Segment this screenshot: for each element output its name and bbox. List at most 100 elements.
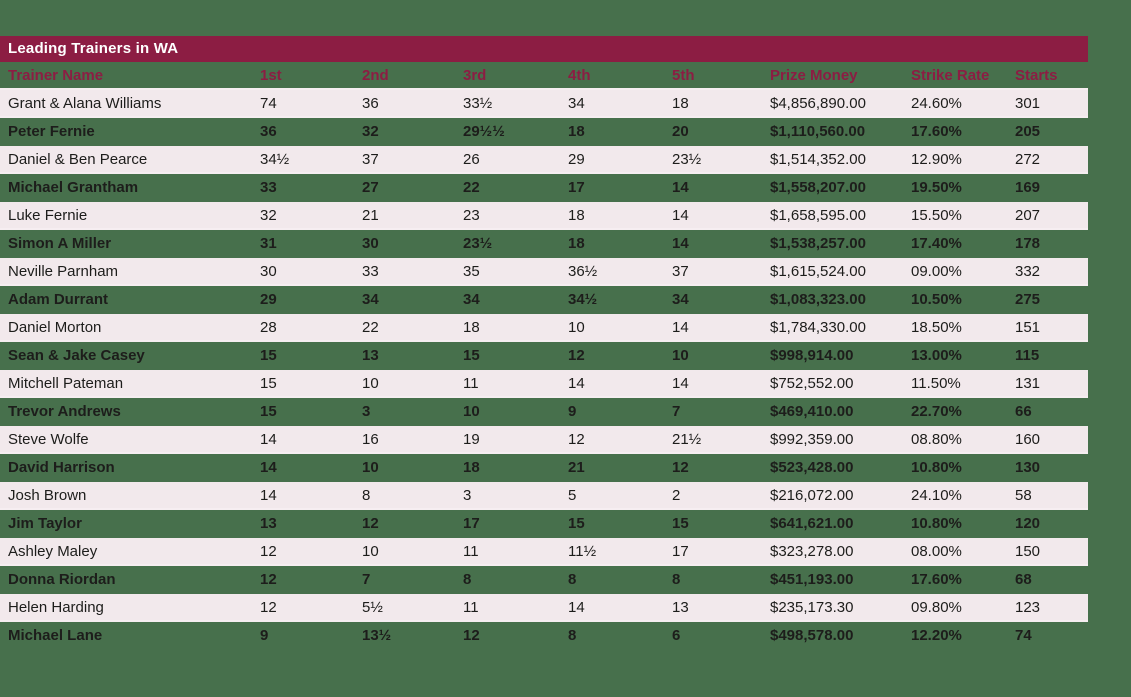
fourths-cell: 10 xyxy=(568,318,585,336)
seconds-cell: 21 xyxy=(362,206,379,224)
starts-cell: 207 xyxy=(1015,206,1041,224)
fourths-cell: 29 xyxy=(568,150,585,168)
firsts-cell: 74 xyxy=(260,94,277,112)
fourths-cell: 17 xyxy=(568,178,585,196)
fourths-cell: 21 xyxy=(568,458,585,476)
starts-cell: 151 xyxy=(1015,318,1041,336)
seconds-cell: 10 xyxy=(362,374,379,392)
fifths-cell: 14 xyxy=(672,178,689,196)
strike-rate-cell: 24.10% xyxy=(911,486,962,504)
thirds-cell: 23 xyxy=(463,206,480,224)
firsts-cell: 34½ xyxy=(260,150,290,168)
thirds-cell: 18 xyxy=(463,318,480,336)
seconds-cell: 13 xyxy=(362,346,379,364)
firsts-cell: 12 xyxy=(260,598,277,616)
fourths-cell: 9 xyxy=(568,402,577,420)
table-row: Daniel Morton 28 22 18 10 14 $1,784,330.… xyxy=(0,314,1088,342)
seconds-cell: 5½ xyxy=(362,598,383,616)
table-row: Helen Harding 12 5½ 11 14 13 $235,173.30… xyxy=(0,594,1088,622)
strike-rate-cell: 22.70% xyxy=(911,402,962,420)
table-row: Steve Wolfe 14 16 19 12 21½ $992,359.00 … xyxy=(0,426,1088,454)
prize-money-cell: $216,072.00 xyxy=(770,486,854,504)
starts-cell: 178 xyxy=(1015,234,1041,252)
starts-cell: 272 xyxy=(1015,150,1041,168)
trainer-name-cell: Simon A Miller xyxy=(8,234,112,252)
trainer-name-cell: Adam Durrant xyxy=(8,290,109,308)
strike-rate-cell: 10.50% xyxy=(911,290,962,308)
thirds-cell: 11 xyxy=(463,374,479,392)
strike-rate-cell: 17.40% xyxy=(911,234,962,252)
table-row: Donna Riordan 12 7 8 8 8 $451,193.00 17.… xyxy=(0,566,1088,594)
starts-cell: 123 xyxy=(1015,598,1041,616)
column-header-prize-money: Prize Money xyxy=(770,66,858,84)
thirds-cell: 29½½ xyxy=(463,122,505,140)
strike-rate-cell: 10.80% xyxy=(911,514,962,532)
trainer-name-cell: Michael Grantham xyxy=(8,178,139,196)
seconds-cell: 34 xyxy=(362,290,379,308)
firsts-cell: 15 xyxy=(260,402,277,420)
trainer-name-cell: Jim Taylor xyxy=(8,514,82,532)
strike-rate-cell: 13.00% xyxy=(911,346,962,364)
table-row: Ashley Maley 12 10 11 11½ 17 $323,278.00… xyxy=(0,538,1088,566)
prize-money-cell: $992,359.00 xyxy=(770,430,854,448)
prize-money-cell: $641,621.00 xyxy=(770,514,854,532)
table-row: Adam Durrant 29 34 34 34½ 34 $1,083,323.… xyxy=(0,286,1088,314)
seconds-cell: 8 xyxy=(362,486,371,504)
table-header-row: Trainer Name 1st 2nd 3rd 4th 5th Prize M… xyxy=(0,62,1088,90)
fifths-cell: 23½ xyxy=(672,150,702,168)
thirds-cell: 35 xyxy=(463,262,480,280)
starts-cell: 115 xyxy=(1015,346,1040,364)
prize-money-cell: $752,552.00 xyxy=(770,374,854,392)
strike-rate-cell: 09.80% xyxy=(911,598,962,616)
starts-cell: 74 xyxy=(1015,626,1032,644)
firsts-cell: 14 xyxy=(260,458,277,476)
table-row: Michael Grantham 33 27 22 17 14 $1,558,2… xyxy=(0,174,1088,202)
fourths-cell: 11½ xyxy=(568,542,597,560)
fifths-cell: 14 xyxy=(672,206,689,224)
trainer-name-cell: Josh Brown xyxy=(8,486,87,504)
starts-cell: 301 xyxy=(1015,94,1041,112)
starts-cell: 68 xyxy=(1015,570,1032,588)
firsts-cell: 13 xyxy=(260,514,277,532)
thirds-cell: 8 xyxy=(463,570,472,588)
thirds-cell: 10 xyxy=(463,402,480,420)
seconds-cell: 10 xyxy=(362,458,379,476)
table-row: Trevor Andrews 15 3 10 9 7 $469,410.00 2… xyxy=(0,398,1088,426)
fourths-cell: 12 xyxy=(568,346,585,364)
thirds-cell: 12 xyxy=(463,626,480,644)
fourths-cell: 18 xyxy=(568,122,585,140)
thirds-cell: 17 xyxy=(463,514,480,532)
prize-money-cell: $1,110,560.00 xyxy=(770,122,866,140)
prize-money-cell: $4,856,890.00 xyxy=(770,94,866,112)
starts-cell: 205 xyxy=(1015,122,1041,140)
seconds-cell: 33 xyxy=(362,262,379,280)
starts-cell: 120 xyxy=(1015,514,1041,532)
firsts-cell: 14 xyxy=(260,486,277,504)
column-header-3rd: 3rd xyxy=(463,66,487,84)
prize-money-cell: $451,193.00 xyxy=(770,570,854,588)
thirds-cell: 18 xyxy=(463,458,480,476)
table-row: Neville Parnham 30 33 35 36½ 37 $1,615,5… xyxy=(0,258,1088,286)
fifths-cell: 14 xyxy=(672,318,689,336)
strike-rate-cell: 17.60% xyxy=(911,570,962,588)
table-row: Luke Fernie 32 21 23 18 14 $1,658,595.00… xyxy=(0,202,1088,230)
thirds-cell: 15 xyxy=(463,346,480,364)
seconds-cell: 13½ xyxy=(362,626,392,644)
fifths-cell: 2 xyxy=(672,486,681,504)
table-row: Peter Fernie 36 32 29½½ 18 20 $1,110,560… xyxy=(0,118,1088,146)
starts-cell: 169 xyxy=(1015,178,1041,196)
strike-rate-cell: 09.00% xyxy=(911,262,962,280)
firsts-cell: 9 xyxy=(260,626,269,644)
trainer-name-cell: Helen Harding xyxy=(8,598,104,616)
fifths-cell: 15 xyxy=(672,514,689,532)
starts-cell: 160 xyxy=(1015,430,1041,448)
trainer-name-cell: Sean & Jake Casey xyxy=(8,346,145,364)
prize-money-cell: $998,914.00 xyxy=(770,346,854,364)
firsts-cell: 28 xyxy=(260,318,277,336)
firsts-cell: 12 xyxy=(260,542,277,560)
table-row: Sean & Jake Casey 15 13 15 12 10 $998,91… xyxy=(0,342,1088,370)
prize-money-cell: $469,410.00 xyxy=(770,402,854,420)
seconds-cell: 3 xyxy=(362,402,371,420)
strike-rate-cell: 18.50% xyxy=(911,318,962,336)
starts-cell: 58 xyxy=(1015,486,1032,504)
